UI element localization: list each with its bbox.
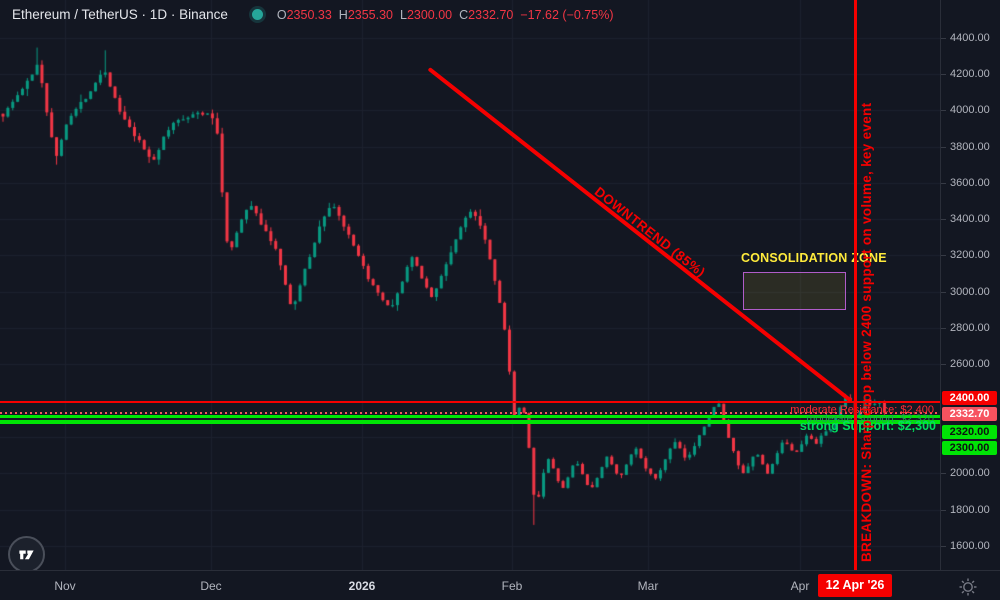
resistance-line-2400[interactable]: [0, 401, 940, 403]
resistance-level-label[interactable]: moderate Resistance: $2,400: [790, 404, 934, 416]
price-scale[interactable]: 4400.00 4200.00 4000.00 3800.00 3600.00 3400.…: [940, 0, 1000, 570]
y-axis-tick-mark: [941, 473, 946, 474]
strong-support-level-label[interactable]: strong Support: $2,300: [799, 419, 936, 433]
x-axis-label-apr: Apr: [790, 579, 810, 593]
breakdown-event-vertical-line[interactable]: [854, 0, 857, 570]
chart-legend: Ethereum / TetherUS · 1D · Binance O2350…: [12, 7, 613, 22]
y-axis-tick-mark: [941, 328, 946, 329]
price-badge-last-price: 2332.70: [942, 407, 997, 421]
y-axis-tick-label: 3800.00: [950, 140, 990, 153]
y-axis-tick-mark: [941, 74, 946, 75]
x-axis-label-feb: Feb: [501, 579, 523, 593]
low-label: L: [400, 7, 407, 22]
support-line-2300[interactable]: [0, 420, 940, 424]
close-value: 2332.70: [468, 7, 514, 22]
tradingview-logo[interactable]: [8, 536, 45, 573]
y-axis-tick-label: 4200.00: [950, 67, 990, 80]
open-label: O: [276, 7, 287, 22]
change-value: −17.62 (−0.75%): [520, 7, 614, 22]
y-axis-tick-mark: [941, 364, 946, 365]
tradingview-logo-icon: [19, 550, 34, 560]
y-axis-tick-mark: [941, 183, 946, 184]
x-axis-label-2026: 2026: [348, 579, 376, 593]
support-line-2320[interactable]: [0, 415, 940, 418]
y-axis-tick-mark: [941, 510, 946, 511]
y-axis-tick-mark: [941, 147, 946, 148]
consolidation-zone-label[interactable]: CONSOLIDATION ZONE: [741, 251, 887, 265]
y-axis-tick-mark: [941, 219, 946, 220]
y-axis-tick-label: 4000.00: [950, 104, 990, 117]
y-axis-tick-label: 1800.00: [950, 503, 990, 516]
y-axis-tick-mark: [941, 546, 946, 547]
open-value: 2350.33: [286, 7, 332, 22]
y-axis-tick-label: 3000.00: [950, 285, 990, 298]
y-axis-tick-mark: [941, 292, 946, 293]
y-axis-tick-label: 2000.00: [950, 467, 990, 480]
x-axis-label-mar: Mar: [637, 579, 659, 593]
price-badge-resistance: 2400.00: [942, 391, 997, 405]
price-badge-support: 2300.00: [942, 441, 997, 455]
x-axis-label-nov: Nov: [54, 579, 76, 593]
market-status-dot-icon: [251, 9, 263, 20]
y-axis-tick-mark: [941, 38, 946, 39]
y-axis-tick-label: 4400.00: [950, 31, 990, 44]
high-value: 2355.30: [347, 7, 393, 22]
low-value: 2300.00: [406, 7, 453, 22]
x-axis-label-dec: Dec: [200, 579, 222, 593]
moderate-support-level-label[interactable]: moderate Support: $2,320: [806, 413, 934, 425]
close-label: C: [459, 7, 469, 22]
y-axis-tick-mark: [941, 255, 946, 256]
scale-settings-gear-icon[interactable]: [958, 577, 978, 597]
y-axis-tick-label: 2600.00: [950, 358, 990, 371]
y-axis-tick-label: 3400.00: [950, 213, 990, 226]
last-price-dotted-line[interactable]: [0, 412, 940, 414]
y-axis-tick-label: 1600.00: [950, 539, 990, 552]
breakdown-event-label[interactable]: BREAKDOWN: Sharp drop below 2400 support…: [859, 102, 874, 562]
y-axis-tick-mark: [941, 110, 946, 111]
consolidation-zone-box[interactable]: [743, 272, 846, 310]
event-date-badge[interactable]: 12 Apr '26: [818, 574, 892, 597]
y-axis-tick-label: 2800.00: [950, 322, 990, 334]
price-badge-support: 2320.00: [942, 425, 997, 439]
y-axis-tick-label: 3600.00: [950, 176, 990, 189]
high-label: H: [338, 7, 348, 22]
symbol-title[interactable]: Ethereum / TetherUS · 1D · Binance: [12, 7, 228, 22]
time-scale[interactable]: 12 Apr '26 Nov Dec 2026 Feb Mar Apr: [0, 570, 1000, 600]
candlestick-chart-canvas[interactable]: [0, 0, 940, 570]
ohlc-values: O2350.33 H2355.30 L2300.00 C2332.70 −17.…: [277, 8, 614, 22]
y-axis-tick-label: 3200.00: [950, 249, 990, 262]
